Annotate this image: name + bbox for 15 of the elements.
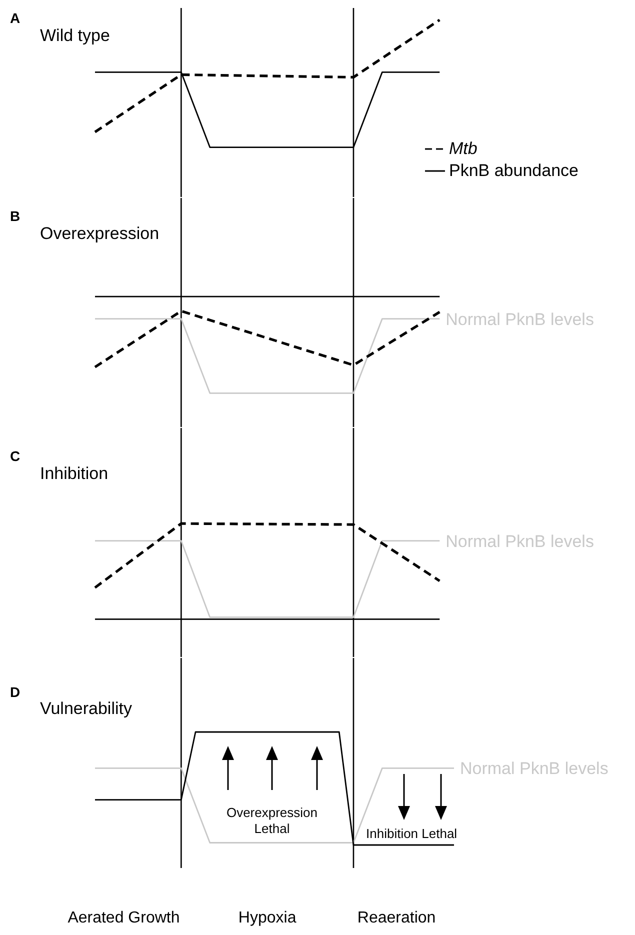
chart-title: Overexpression <box>40 224 160 244</box>
annotation: Inhibition Lethal <box>366 826 458 841</box>
chart-title: Inhibition <box>40 464 108 484</box>
text: C <box>10 448 20 464</box>
x-tick-label: Reaeration <box>357 909 436 926</box>
legend-label: PknB abundance <box>449 161 578 181</box>
legend-label: Mtb <box>449 139 478 159</box>
x-tick-label: Aerated Growth <box>68 909 180 926</box>
text: D <box>10 684 20 700</box>
text: B <box>10 208 20 224</box>
x-tick-label: Hypoxia <box>238 909 296 926</box>
chart-title: Wild type <box>40 26 110 46</box>
text: A <box>10 10 20 26</box>
annotation: Overexpression Lethal <box>225 805 319 837</box>
chart-title: Vulnerability <box>40 699 132 719</box>
